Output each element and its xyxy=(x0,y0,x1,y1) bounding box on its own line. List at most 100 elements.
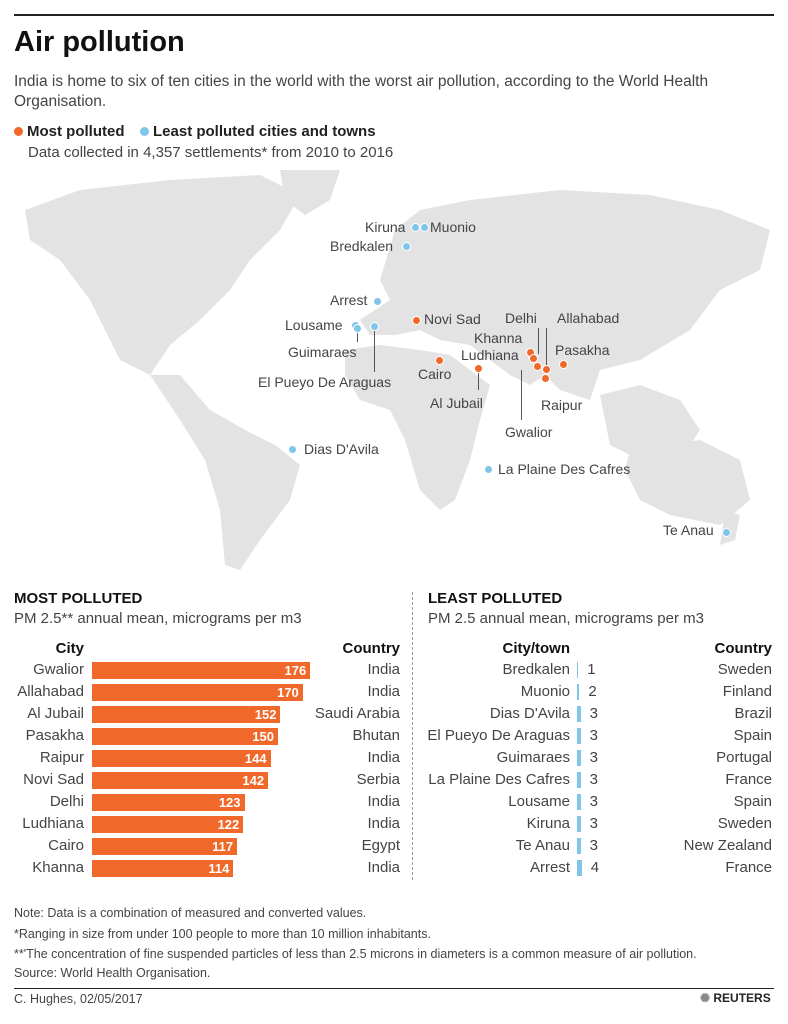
country-label: Egypt xyxy=(361,837,400,854)
reuters-logo: ✺ REUTERS xyxy=(700,991,771,1005)
bar xyxy=(577,772,581,788)
bar xyxy=(577,750,581,766)
city-label: El Pueyo De Araguas xyxy=(427,727,570,744)
city-label: Cairo xyxy=(48,837,84,854)
data-note: Data collected in 4,357 settlements* fro… xyxy=(28,144,394,161)
least-col-city: City/town xyxy=(502,640,571,657)
city-label: Guimaraes xyxy=(496,749,570,766)
city-label: Lousame xyxy=(508,793,570,810)
city-dot-icon xyxy=(722,528,731,537)
bar: 152 xyxy=(92,706,281,723)
bar: 144 xyxy=(92,750,271,767)
bottom-rule xyxy=(14,988,774,989)
city-label: Bredkalen xyxy=(330,238,394,254)
country-label: Brazil xyxy=(734,705,772,722)
country-label: India xyxy=(367,859,400,876)
country-label: Serbia xyxy=(356,771,400,788)
city-label: Ludhiana xyxy=(22,815,84,832)
country-label: Sweden xyxy=(717,661,772,678)
source: Source: World Health Organisation. xyxy=(14,966,211,980)
city-dot-icon xyxy=(370,322,379,331)
least-subtitle: PM 2.5 annual mean, micrograms per m3 xyxy=(428,610,704,627)
city-label: Al Jubail xyxy=(27,705,84,722)
leader-line xyxy=(357,330,358,342)
city-dot-icon xyxy=(353,324,362,333)
value-label: 1 xyxy=(587,661,596,678)
country-label: India xyxy=(367,749,400,766)
bar: 150 xyxy=(92,728,278,745)
credit: C. Hughes, 02/05/2017 xyxy=(14,992,143,1006)
bar: 114 xyxy=(92,860,234,877)
value-label: 2 xyxy=(588,683,597,700)
bar xyxy=(577,728,581,744)
legend-most-label: Most polluted xyxy=(27,123,125,140)
city-label: Pasakha xyxy=(555,342,610,358)
value-label: 3 xyxy=(589,793,598,810)
city-label: Khanna xyxy=(32,859,84,876)
country-label: France xyxy=(725,859,772,876)
city-label: Al Jubail xyxy=(430,395,483,411)
city-label: Raipur xyxy=(541,397,583,413)
city-label: Muonio xyxy=(520,683,570,700)
city-label: Te Anau xyxy=(663,522,714,538)
country-label: France xyxy=(725,771,772,788)
most-col-country: Country xyxy=(342,640,401,657)
country-label: Sweden xyxy=(717,815,772,832)
city-label: Pasakha xyxy=(25,727,84,744)
city-dot-icon xyxy=(435,356,444,365)
city-dot-icon xyxy=(474,364,483,373)
city-dot-icon xyxy=(542,365,551,374)
country-label: India xyxy=(367,815,400,832)
bar xyxy=(577,706,581,722)
bar: 117 xyxy=(92,838,238,855)
city-label: Delhi xyxy=(505,310,537,326)
city-label: El Pueyo De Araguas xyxy=(258,374,392,390)
city-label: Te Anau xyxy=(515,837,570,854)
city-label: Novi Sad xyxy=(424,311,481,327)
country-label: Spain xyxy=(733,727,772,744)
subtitle: India is home to six of ten cities in th… xyxy=(14,73,709,110)
country-label: Portugal xyxy=(716,749,772,766)
orange-dot-icon xyxy=(14,127,23,136)
legend-least: Least polluted cities and towns xyxy=(140,123,376,140)
city-label: Gwalior xyxy=(505,424,553,440)
city-dot-icon xyxy=(288,445,297,454)
country-label: New Zealand xyxy=(683,837,772,854)
city-label: Kiruna xyxy=(365,219,406,235)
bar: 123 xyxy=(92,794,245,811)
most-col-city: City xyxy=(55,640,84,657)
value-label: 3 xyxy=(589,727,598,744)
city-dot-icon xyxy=(533,362,542,371)
city-dot-icon xyxy=(412,316,421,325)
value-label: 3 xyxy=(589,837,598,854)
footnote-2: **'The concentration of fine suspended p… xyxy=(14,947,697,961)
least-col-country: Country xyxy=(714,640,773,657)
value-label: 3 xyxy=(589,815,598,832)
bar xyxy=(577,816,581,832)
bar xyxy=(577,794,581,810)
leader-line xyxy=(374,330,375,372)
country-label: India xyxy=(367,793,400,810)
city-label: Arrest xyxy=(529,859,570,876)
bar: 176 xyxy=(92,662,311,679)
bar xyxy=(577,662,579,678)
city-label: Gwalior xyxy=(33,661,84,678)
value-label: 3 xyxy=(589,771,598,788)
leader-line xyxy=(478,370,479,390)
country-label: Saudi Arabia xyxy=(314,705,400,722)
footer-note: Note: Data is a combination of measured … xyxy=(14,906,367,920)
bar xyxy=(577,838,581,854)
bar: 170 xyxy=(92,684,303,701)
city-label: Muonio xyxy=(430,219,476,235)
leader-line xyxy=(546,328,547,366)
legend-most: Most polluted xyxy=(14,123,125,140)
map-land xyxy=(25,170,770,570)
city-dot-icon xyxy=(559,360,568,369)
most-title: MOST POLLUTED xyxy=(14,590,143,607)
leader-line xyxy=(521,370,522,420)
footnote-1: *Ranging in size from under 100 people t… xyxy=(14,927,431,941)
city-label: Novi Sad xyxy=(23,771,84,788)
bar: 142 xyxy=(92,772,269,789)
value-label: 3 xyxy=(589,749,598,766)
city-dot-icon xyxy=(484,465,493,474)
